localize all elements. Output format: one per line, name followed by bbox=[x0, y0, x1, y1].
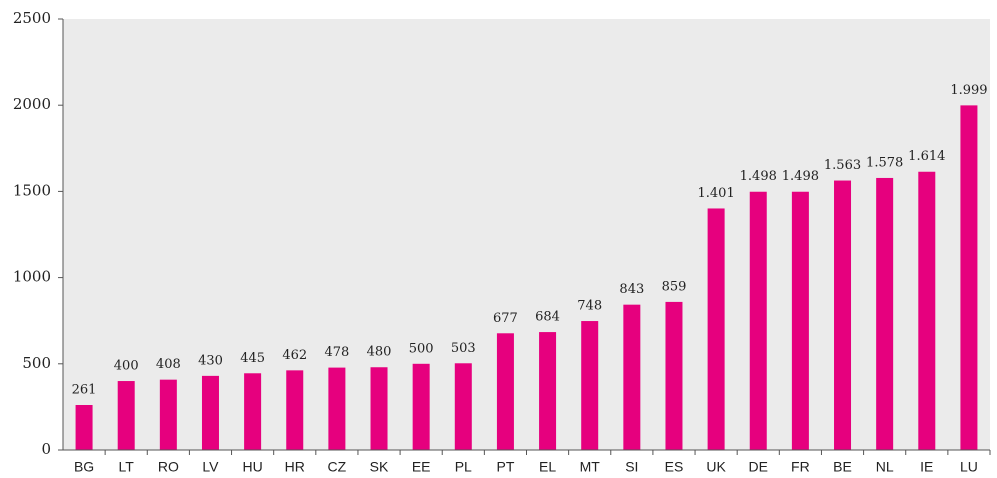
x-tick-label: FR bbox=[791, 459, 810, 475]
y-tick-label: 0 bbox=[41, 440, 51, 458]
value-label: 1.578 bbox=[866, 155, 903, 170]
value-label: 748 bbox=[577, 299, 602, 314]
y-tick-label: 1000 bbox=[13, 268, 51, 286]
value-label: 478 bbox=[324, 345, 349, 360]
value-label: 400 bbox=[114, 359, 139, 374]
value-label: 408 bbox=[156, 357, 181, 372]
x-tick-label: NL bbox=[876, 459, 894, 475]
bar bbox=[876, 177, 894, 450]
bar bbox=[960, 105, 978, 450]
value-label: 684 bbox=[535, 310, 560, 325]
value-label: 500 bbox=[409, 341, 434, 356]
bar bbox=[412, 363, 430, 450]
y-tick-label: 2500 bbox=[13, 9, 51, 27]
value-label: 677 bbox=[493, 311, 518, 326]
x-tick-label: HR bbox=[285, 459, 305, 475]
y-tick-label: 500 bbox=[22, 354, 51, 372]
y-tick-label: 1500 bbox=[13, 181, 51, 199]
value-label: 859 bbox=[662, 279, 687, 294]
x-tick-label: MT bbox=[580, 459, 601, 475]
value-label: 1.563 bbox=[824, 158, 861, 173]
x-tick-label: UK bbox=[706, 459, 726, 475]
bar bbox=[623, 304, 641, 450]
bar bbox=[539, 332, 557, 450]
x-tick-label: DE bbox=[749, 459, 768, 475]
bar bbox=[749, 191, 767, 450]
value-label: 462 bbox=[282, 348, 307, 363]
bar bbox=[707, 208, 725, 450]
x-tick-label: SK bbox=[370, 459, 389, 475]
x-tick-label: PT bbox=[496, 459, 514, 475]
x-tick-label: RO bbox=[158, 459, 179, 475]
bar bbox=[496, 333, 514, 450]
bar bbox=[117, 381, 135, 450]
bar bbox=[159, 379, 177, 450]
value-label: 1.614 bbox=[908, 149, 945, 164]
value-label: 261 bbox=[72, 383, 97, 398]
value-label: 1.999 bbox=[950, 83, 987, 98]
x-tick-label: EE bbox=[412, 459, 431, 475]
bar bbox=[75, 405, 93, 450]
bar bbox=[918, 171, 936, 450]
value-label: 843 bbox=[619, 282, 644, 297]
x-tick-label: CZ bbox=[328, 459, 347, 475]
x-tick-label: SI bbox=[625, 459, 638, 475]
x-tick-label: PL bbox=[455, 459, 472, 475]
value-label: 430 bbox=[198, 353, 223, 368]
value-label: 1.498 bbox=[740, 169, 777, 184]
x-tick-label: LT bbox=[119, 459, 135, 475]
bar bbox=[244, 373, 262, 450]
bar bbox=[201, 375, 219, 450]
bar bbox=[286, 370, 304, 450]
bar bbox=[370, 367, 388, 450]
x-tick-label: LU bbox=[960, 459, 978, 475]
x-tick-label: BE bbox=[833, 459, 852, 475]
bar bbox=[454, 363, 472, 450]
x-tick-label: HU bbox=[242, 459, 262, 475]
value-label: 445 bbox=[240, 351, 265, 366]
bar bbox=[665, 301, 683, 450]
bar bbox=[581, 321, 599, 450]
value-label: 503 bbox=[451, 341, 476, 356]
value-label: 1.498 bbox=[782, 169, 819, 184]
bar bbox=[834, 180, 852, 450]
bar bbox=[328, 367, 346, 450]
y-tick-label: 2000 bbox=[13, 95, 51, 113]
bar bbox=[791, 191, 809, 450]
x-tick-label: ES bbox=[665, 459, 684, 475]
value-label: 480 bbox=[367, 345, 392, 360]
x-tick-label: IE bbox=[920, 459, 933, 475]
x-tick-label: BG bbox=[74, 459, 94, 475]
x-tick-label: EL bbox=[539, 459, 556, 475]
value-label: 1.401 bbox=[698, 186, 735, 201]
x-tick-label: LV bbox=[202, 459, 219, 475]
